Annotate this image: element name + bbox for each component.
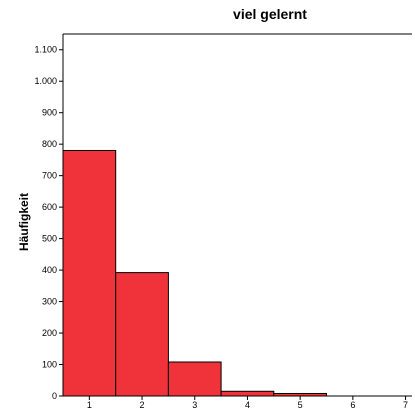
y-tick-label-0: 0 bbox=[52, 391, 57, 401]
x-tick-label-6: 6 bbox=[350, 400, 355, 410]
x-tick-label-1: 1 bbox=[87, 400, 92, 410]
y-tick-label-900: 900 bbox=[42, 108, 57, 118]
y-tick-label-400: 400 bbox=[42, 265, 57, 275]
bar-4 bbox=[220, 390, 275, 397]
x-tick-label-2: 2 bbox=[140, 400, 145, 410]
x-tick-label-5: 5 bbox=[298, 400, 303, 410]
chart-title: viel gelernt bbox=[233, 6, 307, 22]
bar-5 bbox=[273, 392, 327, 397]
x-tick-label-7: 7 bbox=[403, 400, 408, 410]
y-tick-label-800: 800 bbox=[42, 139, 57, 149]
y-tick-label-300: 300 bbox=[42, 297, 57, 307]
y-tick-label-200: 200 bbox=[42, 328, 57, 338]
y-tick-label-600: 600 bbox=[42, 202, 57, 212]
x-tick-label-4: 4 bbox=[245, 400, 250, 410]
y-tick-label-1000: 1.000 bbox=[34, 76, 57, 86]
x-tick-label-3: 3 bbox=[192, 400, 197, 410]
y-tick-label-500: 500 bbox=[42, 234, 57, 244]
bar-2 bbox=[115, 272, 169, 397]
y-tick-label-1100: 1.100 bbox=[34, 45, 57, 55]
y-tick-label-700: 700 bbox=[42, 171, 57, 181]
y-tick-label-100: 100 bbox=[42, 360, 57, 370]
bar-1 bbox=[62, 149, 117, 397]
bar-3 bbox=[167, 361, 222, 397]
